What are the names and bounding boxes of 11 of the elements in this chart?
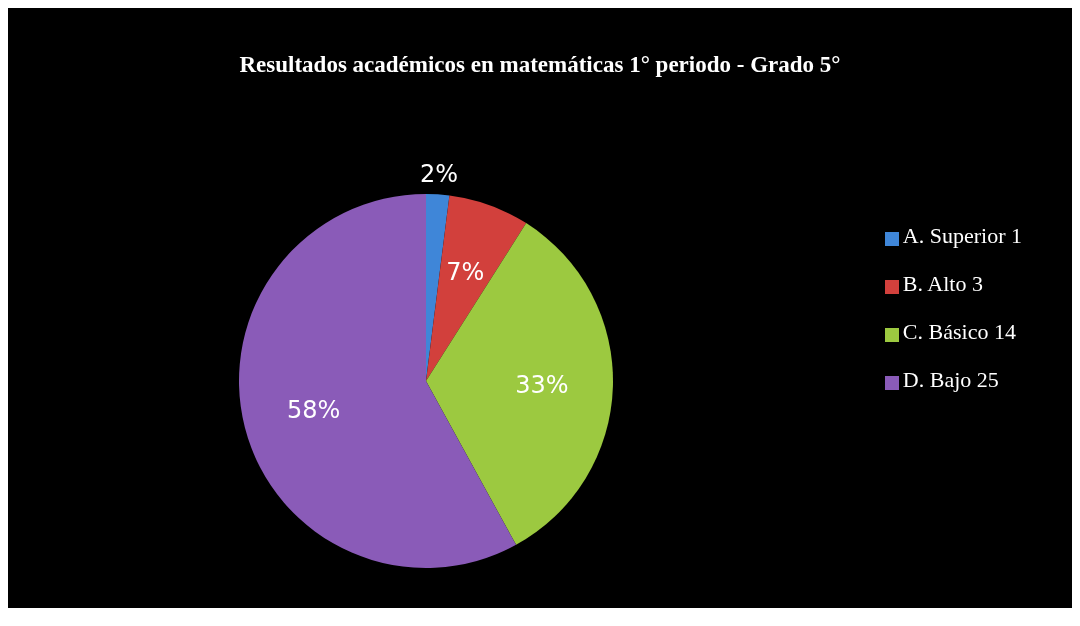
data-label: 7% — [446, 257, 485, 286]
legend-label: A. Superior 1 — [902, 223, 1022, 248]
data-label: 33% — [515, 370, 569, 399]
pie-slice — [239, 194, 517, 568]
legend-label: C. Básico 14 — [902, 319, 1016, 344]
pie-slice — [426, 223, 613, 545]
legend-label: B. Alto 3 — [902, 271, 983, 296]
data-label: 58% — [287, 395, 341, 424]
legend-label: D. Bajo 25 — [902, 367, 999, 392]
data-label: 2% — [419, 160, 459, 189]
chart-title: Resultados académicos en matemáticas 1° periodo - Grado 5° — [238, 52, 842, 78]
